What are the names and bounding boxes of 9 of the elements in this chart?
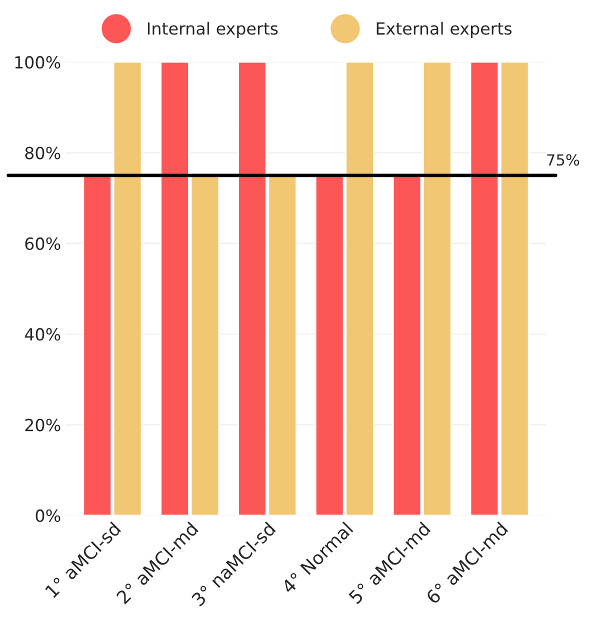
legend-label: External experts	[376, 22, 512, 38]
legend-label: Internal experts	[148, 22, 278, 38]
y-tick-label: 80%	[25, 146, 60, 160]
y-tick-label: 100%	[15, 56, 60, 69]
y-tick-label: 40%	[24, 328, 60, 341]
y-tick-label: 0%	[36, 509, 60, 522]
y-tick-label: 60%	[25, 237, 60, 250]
ref-line-label: 75%	[547, 154, 580, 166]
y-tick-label: 20%	[25, 418, 60, 432]
